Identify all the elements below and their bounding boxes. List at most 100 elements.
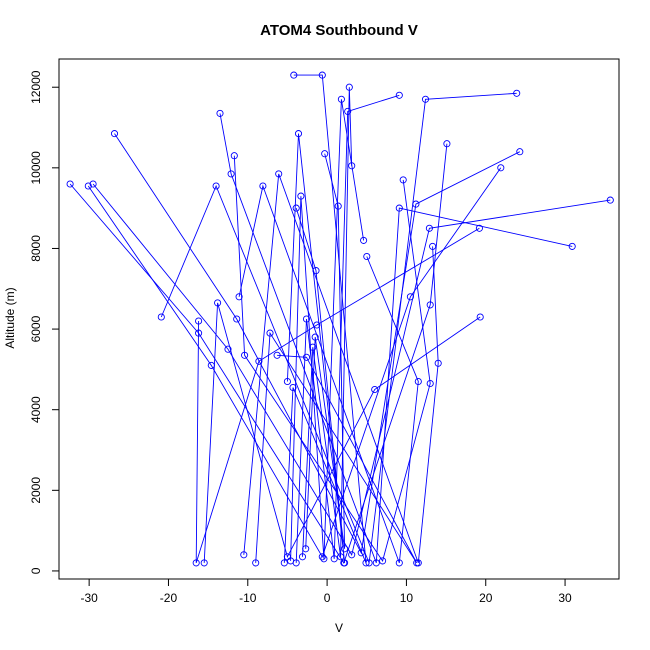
data-point [302, 353, 311, 361]
sounding-series [280, 71, 370, 567]
sounding-series [292, 91, 403, 567]
data-point [476, 313, 484, 321]
data-point [348, 551, 356, 559]
data-point [312, 267, 320, 275]
data-point [214, 299, 222, 307]
data-point [337, 553, 345, 561]
data-point [334, 202, 342, 210]
data-point [66, 180, 74, 188]
data-point [341, 559, 349, 567]
data-point [421, 95, 430, 103]
data-point [372, 559, 380, 567]
data-point [321, 150, 329, 158]
data-point [224, 345, 232, 353]
data-point [302, 315, 311, 323]
data-point [379, 557, 387, 565]
sounding-series [110, 130, 524, 557]
data-point [425, 224, 433, 232]
sounding-series [192, 224, 483, 567]
series-line [92, 183, 611, 556]
y-tick-label: 0 [29, 567, 43, 574]
data-point [275, 170, 283, 178]
data-point [568, 242, 576, 250]
data-point [337, 95, 345, 103]
x-tick-label: 30 [558, 591, 572, 605]
data-point [426, 379, 434, 388]
data-point [606, 196, 614, 204]
data-point [414, 377, 422, 386]
data-point [311, 333, 319, 341]
sounding-series [302, 150, 349, 553]
data-point [240, 551, 248, 559]
sounding-series [283, 130, 349, 567]
data-point [413, 559, 421, 567]
data-point [443, 140, 451, 148]
series-line [69, 143, 448, 564]
data-point [235, 293, 243, 301]
series-line [305, 153, 346, 549]
series-line [219, 113, 573, 564]
y-tick-label: 6000 [29, 315, 43, 342]
data-point [320, 555, 328, 563]
series-layer [66, 71, 614, 567]
data-point [273, 351, 281, 359]
x-axis-label: V [335, 621, 343, 635]
data-point [513, 89, 521, 97]
sounding-series [252, 329, 421, 567]
data-point [345, 83, 353, 91]
data-point [233, 315, 241, 323]
data-point [227, 170, 235, 178]
data-point [292, 559, 300, 567]
data-point [318, 553, 326, 561]
series-line [87, 167, 502, 558]
y-tick-label: 10000 [29, 151, 43, 185]
data-point [344, 107, 352, 115]
x-tick-label: -20 [160, 591, 178, 605]
data-point [497, 164, 505, 172]
data-point [434, 359, 442, 367]
data-point [259, 182, 267, 190]
series-line [195, 227, 480, 564]
x-tick-label: 10 [400, 591, 414, 605]
data-point [289, 383, 297, 392]
data-point [395, 91, 403, 99]
plot-frame [58, 58, 620, 580]
data-point [330, 555, 338, 563]
y-axis: 0 2000 4000 6000 8000 10000 12000 [29, 70, 60, 574]
data-point [110, 130, 119, 138]
data-point [395, 559, 403, 567]
data-point [313, 321, 321, 329]
sounding-series [240, 170, 442, 567]
series-line [290, 99, 365, 561]
y-tick-label: 2000 [29, 477, 43, 504]
data-point [280, 559, 288, 567]
series-line [286, 133, 346, 563]
sounding-series [89, 180, 614, 559]
series-line [243, 173, 439, 564]
data-point [283, 377, 291, 386]
data-point [371, 385, 379, 394]
data-point [357, 549, 365, 557]
data-point [309, 343, 317, 351]
data-point [298, 553, 307, 561]
data-point [362, 559, 370, 567]
data-point [266, 329, 274, 337]
data-point [200, 559, 208, 567]
data-point [318, 71, 326, 79]
series-line [295, 94, 400, 563]
data-point [516, 148, 524, 156]
data-point [429, 242, 437, 250]
sounding-series [200, 299, 484, 567]
data-point [297, 192, 305, 200]
data-point [395, 204, 403, 212]
x-tick-label: -10 [239, 591, 257, 605]
data-point [216, 109, 224, 117]
series-line [302, 87, 353, 557]
data-point [230, 152, 238, 160]
data-point [294, 130, 303, 138]
data-point [84, 182, 92, 190]
sounding-series [235, 182, 422, 567]
y-axis-label: Altitude (m) [3, 287, 17, 348]
y-tick-label: 8000 [29, 235, 43, 262]
